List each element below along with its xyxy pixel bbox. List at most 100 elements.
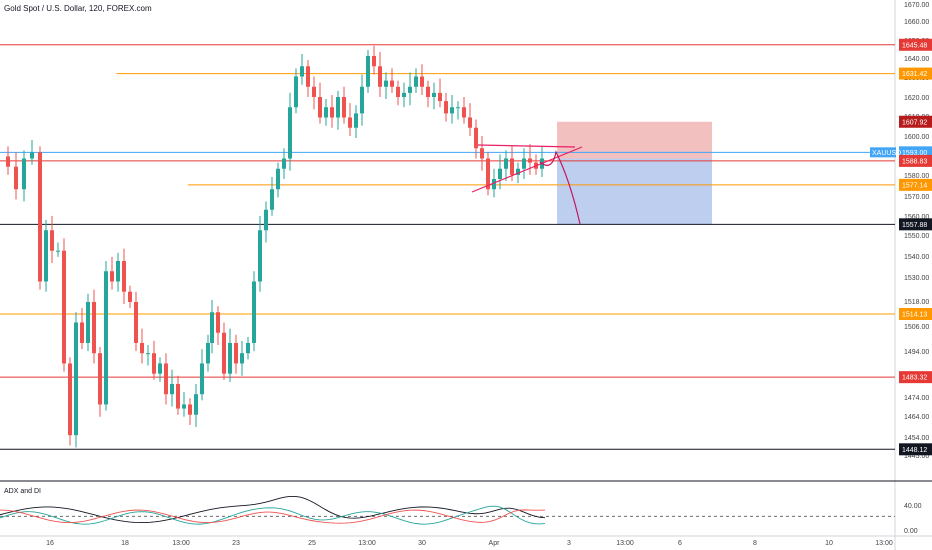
price-level-label: 1577.14	[902, 182, 927, 189]
candle-body	[372, 56, 376, 67]
di-plus-line	[0, 505, 546, 525]
candle-body	[146, 353, 150, 355]
candle-body	[312, 86, 316, 97]
candle-body	[152, 353, 156, 374]
candle-body	[498, 168, 502, 179]
candle-body	[116, 260, 120, 282]
candle-body	[264, 209, 268, 231]
time-tick-label: 13:00	[875, 540, 893, 547]
candle-body	[270, 189, 274, 210]
candle-body	[134, 301, 138, 343]
candle-body	[426, 86, 430, 97]
candle-body	[438, 92, 442, 102]
candle-body	[222, 332, 226, 374]
price-tick-label: 1530.00	[904, 275, 929, 282]
adx-line	[0, 495, 546, 524]
time-tick-label: 16	[46, 540, 54, 547]
candle-body	[68, 363, 72, 436]
price-tick-label: 1474.00	[904, 395, 929, 402]
candle-body	[474, 127, 478, 149]
price-tick-label: 1550.00	[904, 233, 929, 240]
trendline-support	[471, 146, 583, 193]
price-tick-label: 1580.00	[904, 173, 929, 180]
indicator-title: ADX and DI	[4, 488, 41, 495]
candle-body	[306, 66, 310, 87]
candle-body	[342, 97, 346, 118]
candle-body	[288, 107, 292, 159]
candle-body	[234, 342, 238, 364]
time-tick-label: 18	[121, 540, 129, 547]
candle-body	[158, 363, 162, 374]
candle-body	[378, 66, 382, 87]
candle-body	[86, 301, 90, 343]
price-level-badge	[899, 115, 932, 128]
price-tick-label: 1600.00	[904, 134, 929, 141]
candle-body	[56, 250, 60, 252]
candle-body	[294, 76, 298, 108]
candle-body	[336, 97, 340, 118]
candle-body	[92, 301, 96, 354]
candle-body	[206, 342, 210, 364]
candle-body	[462, 107, 466, 118]
candle-body	[486, 158, 490, 190]
candle-body	[444, 101, 448, 114]
price-level-label: 1448.12	[902, 447, 927, 454]
time-tick-label: 6	[678, 540, 682, 547]
projection-arrow	[539, 150, 581, 225]
candle-body	[38, 152, 42, 282]
candle-body	[480, 148, 484, 159]
candle-body	[74, 322, 78, 436]
candle-body	[390, 80, 394, 87]
candle-body	[348, 117, 352, 128]
candle-body	[44, 230, 48, 282]
candle-body	[402, 92, 406, 97]
candle-body	[210, 312, 214, 343]
candle-body	[104, 271, 108, 405]
stop-loss-zone	[557, 121, 712, 159]
candle-body	[384, 80, 388, 87]
candle-body	[276, 168, 280, 190]
price-tick-label: 1464.00	[904, 414, 929, 421]
candle-body	[170, 383, 174, 395]
price-level-badge	[899, 154, 932, 167]
candle-body	[522, 158, 526, 169]
candle-body	[246, 342, 250, 354]
candle-body	[516, 168, 520, 175]
candle-body	[6, 156, 10, 167]
price-tick-label: 1560.00	[904, 214, 929, 221]
price-level-badge	[899, 178, 932, 191]
candle-body	[282, 158, 286, 169]
candle-body	[468, 117, 472, 128]
candle-body	[30, 152, 34, 159]
time-tick-label: 30	[418, 540, 426, 547]
candle-body	[182, 404, 186, 409]
symbol-tag	[870, 147, 896, 158]
price-tick-label: 1540.00	[904, 254, 929, 261]
candle-body	[450, 107, 454, 114]
candle-body	[14, 166, 18, 190]
candle-body	[366, 56, 370, 87]
price-tick-label: 1454.00	[904, 435, 929, 442]
time-tick-label: 13:00	[616, 540, 634, 547]
chart-title: Gold Spot / U.S. Dollar, 120, FOREX.com	[4, 4, 152, 13]
candle-body	[510, 158, 514, 175]
candle-body	[228, 342, 232, 374]
candle-body	[324, 107, 328, 118]
candle-body	[396, 86, 400, 97]
candle-body	[140, 342, 144, 354]
price-level-label: 1593.00	[902, 150, 927, 157]
price-tick-label: 1518.00	[904, 299, 929, 306]
indicator-tick-label: 0.00	[904, 528, 918, 535]
price-level-label: 1645.48	[902, 42, 927, 49]
candle-body	[528, 158, 532, 163]
price-level-label: 1607.92	[902, 119, 927, 126]
di-minus-line	[0, 509, 546, 524]
price-level-label: 1483.32	[902, 375, 927, 382]
candle-body	[240, 353, 244, 364]
price-level-badge	[899, 443, 932, 456]
price-level-label: 1514.13	[902, 312, 927, 319]
candle-body	[188, 404, 192, 415]
price-level-badge	[899, 67, 932, 80]
time-tick-label: 13:00	[172, 540, 190, 547]
